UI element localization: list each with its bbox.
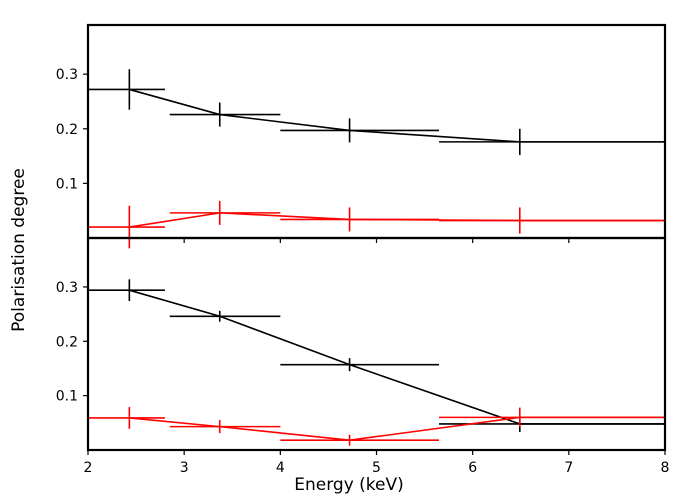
y-tick-label: 0.2 [56,122,78,138]
red-series [88,200,665,249]
y-tick-label: 0.2 [56,334,78,350]
x-tick-label: 4 [276,460,285,476]
x-tick-label: 6 [468,460,477,476]
panel-frame [86,236,667,452]
red-series [88,407,665,446]
y-tick-label: 0.1 [56,389,78,405]
black-series [88,69,665,155]
x-tick-label: 5 [372,460,381,476]
y-tick-label: 0.1 [56,176,78,192]
series-line [129,88,665,143]
series-line [129,289,665,425]
black-series [88,279,665,433]
x-axis-label: Energy (keV) [294,475,404,495]
x-tick-label: 2 [84,460,93,476]
y-tick-label: 0.3 [56,280,78,296]
panel-top: 0.1 0.2 0.3 [56,23,667,249]
chart-panels: 0.1 0.2 0.3 0.1 0.2 0.3 2 3 4 5 6 7 8 [56,23,670,476]
panel-bottom: 0.1 0.2 0.3 2 3 4 5 6 7 8 [56,236,670,476]
x-tick-label: 8 [661,460,670,476]
series-line [129,416,665,442]
y-tick-label: 0.3 [56,67,78,83]
x-tick-label: 3 [180,460,189,476]
x-tick-label: 7 [564,460,573,476]
y-axis-label: Polarisation degree [9,168,29,332]
